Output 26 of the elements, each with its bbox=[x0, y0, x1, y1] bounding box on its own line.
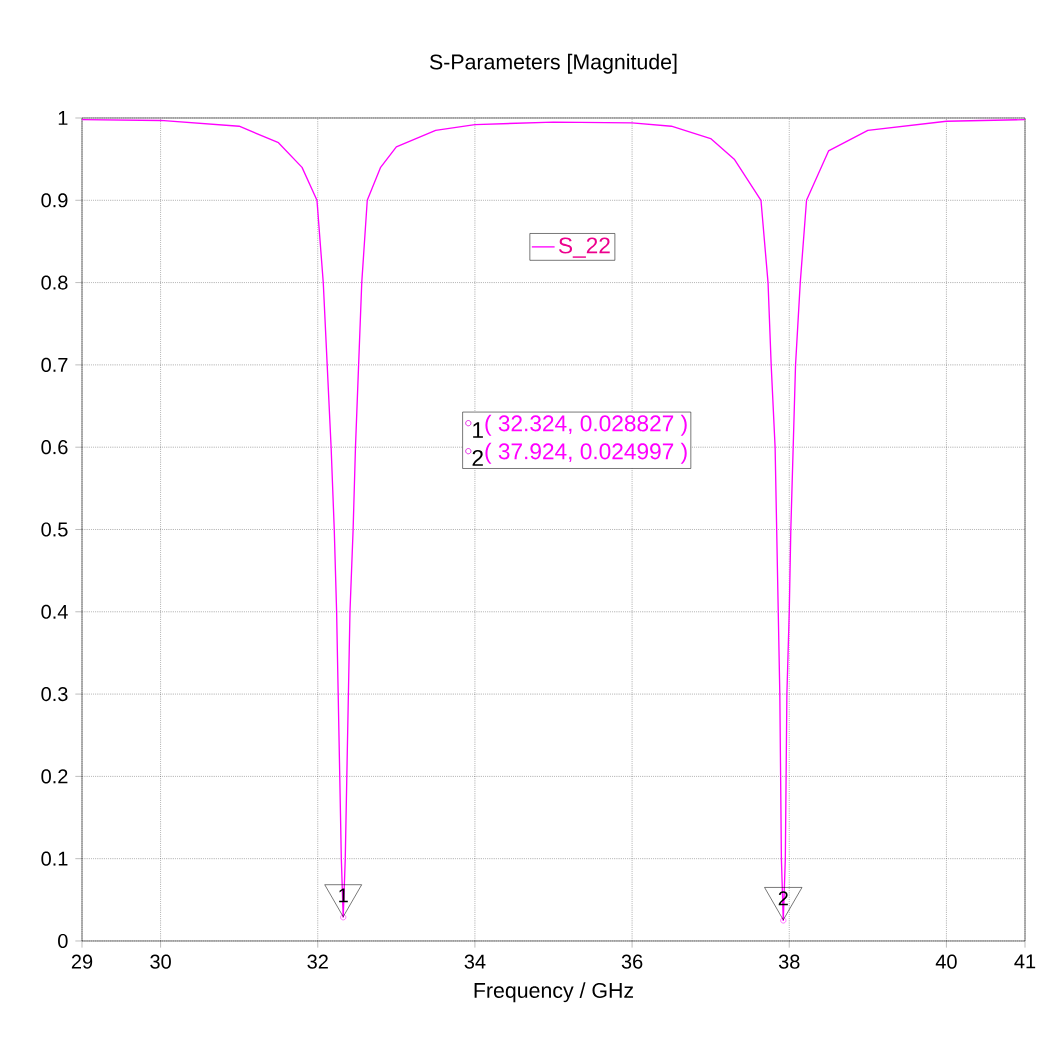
y-tick-label: 0 bbox=[58, 933, 68, 949]
y-tick-label: 0.7 bbox=[41, 357, 68, 372]
annotation: ( 37.924, 0.024997 ) bbox=[485, 442, 687, 464]
y-tick-label: 0.4 bbox=[41, 604, 68, 619]
text: 1 bbox=[473, 422, 483, 438]
y-tick-label: 1 bbox=[58, 111, 68, 125]
y-tick-label: 0.1 bbox=[41, 851, 68, 866]
x-tick-label: 41 bbox=[1014, 954, 1036, 969]
y-tick-label: 0.3 bbox=[41, 687, 68, 702]
y-tick-label: 0.9 bbox=[41, 193, 68, 208]
x-axis-title: Frequency / GHz bbox=[474, 982, 634, 1003]
y-tick-label: 0.6 bbox=[41, 440, 68, 455]
x-tick-label: 38 bbox=[778, 954, 800, 969]
legend-label: S_22 bbox=[558, 237, 610, 258]
x-tick-label: 30 bbox=[150, 954, 171, 969]
text: 2 bbox=[472, 449, 483, 466]
y-tick-label: 0.5 bbox=[41, 522, 68, 537]
x-tick-label: 29 bbox=[71, 954, 93, 969]
x-tick-label: 40 bbox=[935, 954, 957, 969]
x-tick-label: 34 bbox=[464, 954, 486, 969]
x-tick-label: 32 bbox=[307, 954, 328, 969]
x-tick-label: 36 bbox=[621, 954, 643, 969]
y-tick-label: 0.8 bbox=[41, 275, 68, 290]
y-tick-label: 0.2 bbox=[41, 769, 68, 784]
annotation: ( 32.324, 0.028827 ) bbox=[485, 414, 687, 436]
chart-title: S-Parameters [Magnitude] bbox=[429, 53, 677, 74]
